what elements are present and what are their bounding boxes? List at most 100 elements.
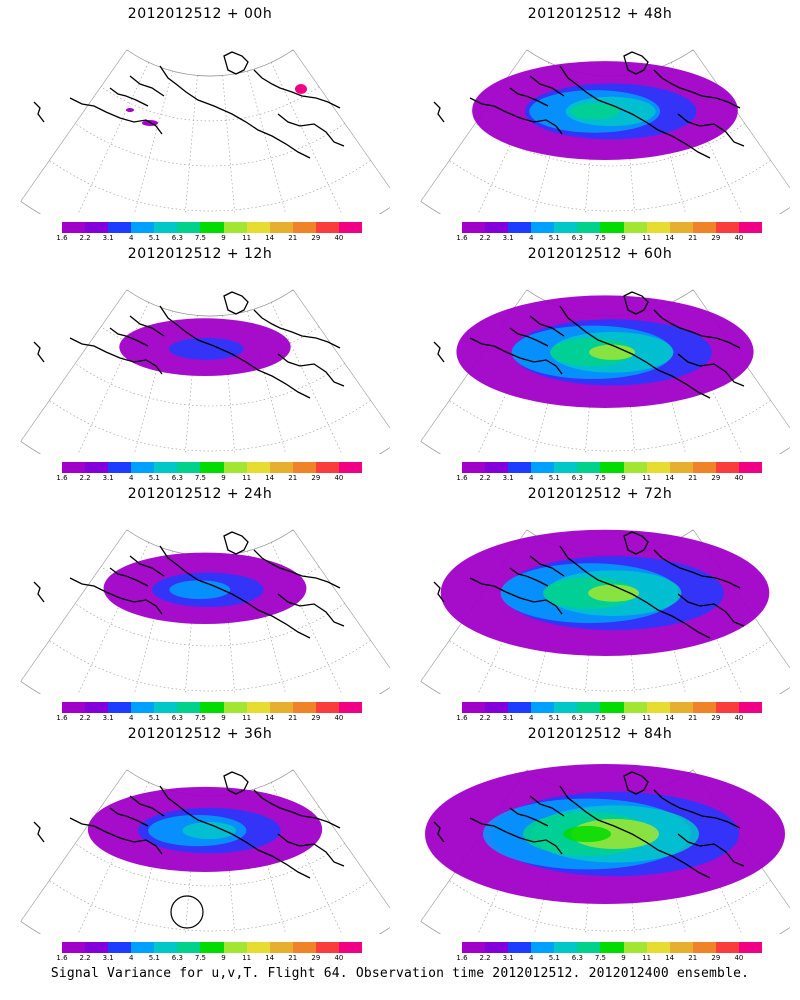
coastline <box>33 341 45 363</box>
coastline <box>109 87 149 107</box>
colorbar-swatch <box>462 702 486 713</box>
forecast-panel: 2012012512 + 60h 1.6 2.2 3.1 4 5.1 6.3 7.5 9 11 14… <box>400 240 800 482</box>
colorbar-label: 9 <box>221 714 226 722</box>
coastline <box>469 337 563 375</box>
colorbar-label: 29 <box>311 714 321 722</box>
coastlines <box>33 51 345 159</box>
coastline <box>653 549 741 589</box>
colorbar-label: 5.1 <box>548 714 560 722</box>
meridian-line <box>77 542 149 694</box>
panel-grid: 2012012512 + 00h 1.6 2.2 3.1 4 5.1 6.3 7.5 9 11 14… <box>0 6 800 962</box>
coastline <box>277 593 345 627</box>
meridian-line <box>222 315 236 454</box>
meridian-line <box>222 555 236 694</box>
colorbar-swatch <box>485 222 509 233</box>
colorbar-swatch <box>600 942 624 953</box>
colorbar-swatch <box>108 942 132 953</box>
colorbar <box>462 462 763 473</box>
parallel-line <box>20 200 390 214</box>
variance-blob <box>169 337 244 360</box>
colorbar-swatch <box>554 222 578 233</box>
colorbar-label: 3.1 <box>102 474 114 482</box>
colorbar-labels: 1.6 2.2 3.1 4 5.1 6.3 7.5 9 11 14 21 29 40 <box>400 714 800 724</box>
colorbar-labels: 1.6 2.2 3.1 4 5.1 6.3 7.5 9 11 14 21 29 40 <box>0 474 400 484</box>
colorbar-label: 21 <box>288 474 298 482</box>
panel-title: 2012012512 + 00h <box>127 6 273 22</box>
colorbar-swatch <box>577 702 601 713</box>
colorbar-label: 6.3 <box>571 954 583 962</box>
colorbar-swatch <box>715 222 739 233</box>
colorbar-swatch <box>108 702 132 713</box>
coastline <box>509 87 549 107</box>
coastline <box>677 353 745 387</box>
variance-field <box>456 295 754 408</box>
coastline <box>223 531 249 555</box>
colorbar-label: 11 <box>242 234 252 242</box>
highlight-circle <box>170 895 204 929</box>
coastline <box>33 821 45 843</box>
colorbar-label: 3.1 <box>502 474 514 482</box>
parallel-line <box>49 400 371 452</box>
colorbar-swatch <box>692 462 716 473</box>
colorbar-label: 2.2 <box>479 954 491 962</box>
colorbar-swatch <box>200 942 224 953</box>
colorbar-swatch <box>715 942 739 953</box>
meridian-line <box>20 529 128 682</box>
colorbar-swatch <box>554 462 578 473</box>
colorbar-label: 9 <box>621 954 626 962</box>
variance-field <box>126 84 307 126</box>
coastline <box>277 353 345 387</box>
colorbar-label: 5.1 <box>548 474 560 482</box>
parallel-line <box>420 680 790 694</box>
colorbar-label: 14 <box>665 954 675 962</box>
coastline <box>677 113 745 147</box>
meridian-line <box>184 315 198 454</box>
parallel-line <box>100 86 320 122</box>
colorbar-label: 21 <box>688 954 698 962</box>
coastline <box>33 101 45 123</box>
meridian-line <box>292 289 390 429</box>
colorbar-swatch <box>177 222 201 233</box>
coastline <box>69 577 163 615</box>
colorbar-swatch <box>154 462 178 473</box>
coastline <box>509 807 549 827</box>
colorbar-label: 14 <box>665 714 675 722</box>
coastline <box>253 549 341 589</box>
coastline <box>223 291 249 315</box>
panel-title: 2012012512 + 48h <box>527 6 673 22</box>
variance-field <box>425 764 785 904</box>
colorbar-label: 40 <box>734 234 744 242</box>
colorbar-label: 40 <box>334 234 344 242</box>
coastline <box>109 327 149 347</box>
coastline <box>559 65 711 159</box>
parallel-line <box>20 440 390 454</box>
coastline <box>433 341 445 363</box>
meridian-line <box>292 49 390 189</box>
projection-map <box>420 49 790 214</box>
colorbar-label: 29 <box>711 714 721 722</box>
coastline <box>253 789 341 829</box>
colorbar-label: 4 <box>528 954 534 962</box>
coastline <box>69 97 163 135</box>
colorbar-label: 21 <box>688 474 698 482</box>
colorbar-swatch <box>177 702 201 713</box>
colorbar-swatch <box>669 462 693 473</box>
colorbar-swatch <box>338 222 363 233</box>
meridian-line <box>77 302 149 454</box>
coastline <box>129 795 165 817</box>
colorbar-swatch <box>200 222 224 233</box>
coastline <box>469 577 563 615</box>
variance-field <box>440 529 770 656</box>
colorbar-swatch <box>154 942 178 953</box>
coastline <box>129 75 165 97</box>
coastlines <box>33 291 345 399</box>
graticule <box>20 49 390 214</box>
variance-blob <box>182 822 237 840</box>
colorbar-swatch <box>62 702 86 713</box>
coastline <box>223 51 249 75</box>
colorbar-swatch <box>154 222 178 233</box>
colorbar-swatch <box>646 942 670 953</box>
colorbar-swatch <box>577 222 601 233</box>
meridian-line <box>533 71 573 214</box>
colorbar-swatch <box>269 942 293 953</box>
